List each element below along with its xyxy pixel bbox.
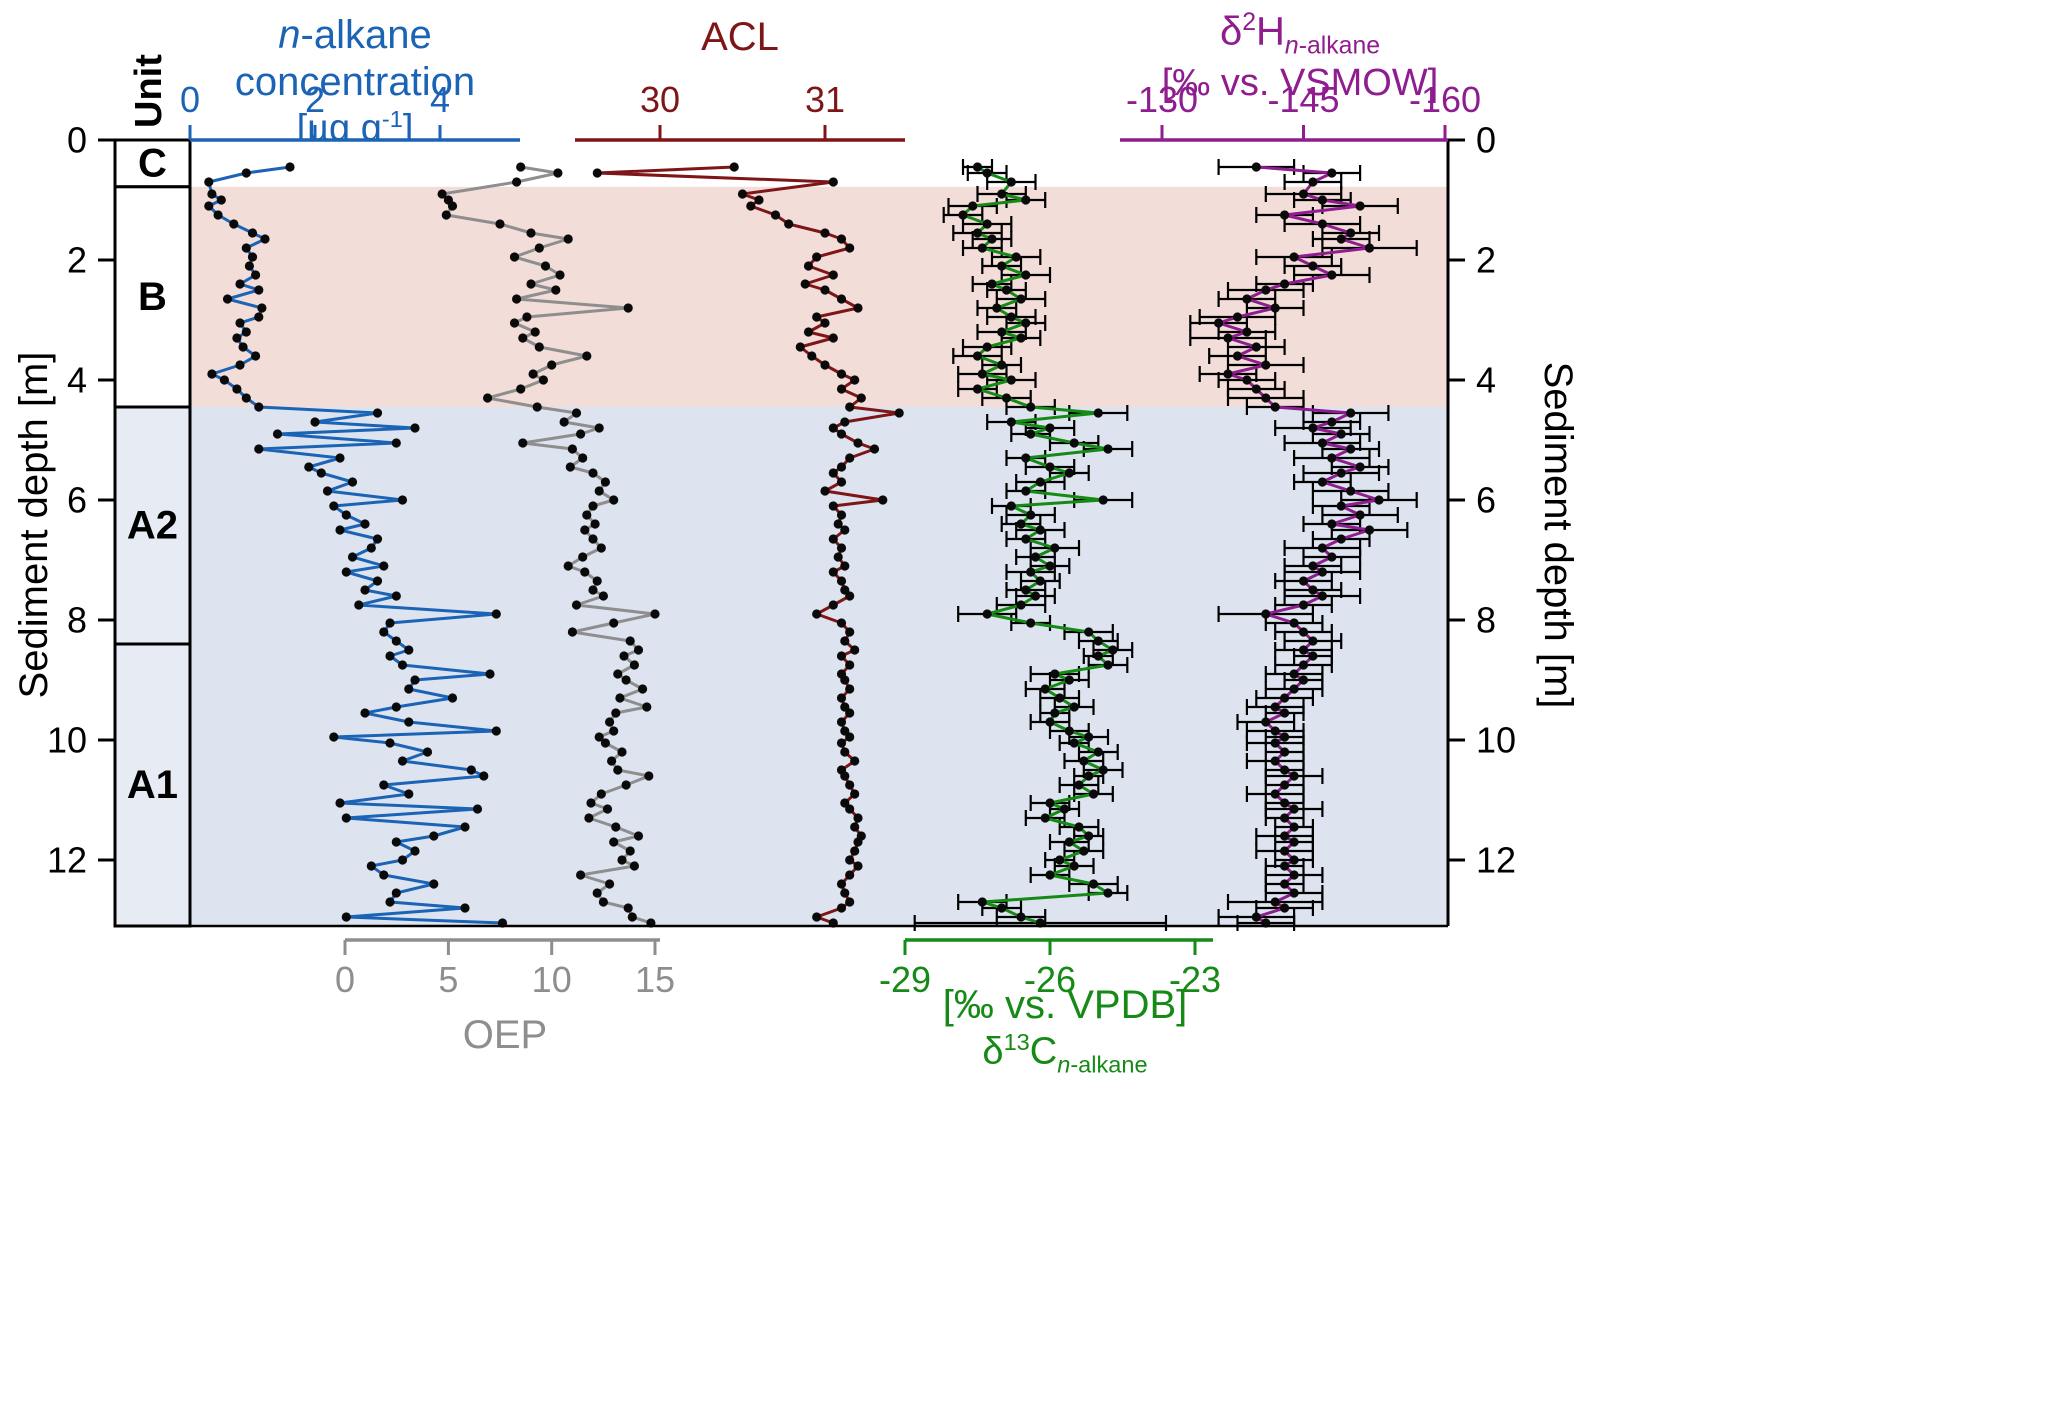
depth-axis-ticks: 0 0 2 2 4 4 6 6 8 8 10 10 12 12 (47, 120, 1516, 881)
axis-tick-conc: 0 (180, 79, 200, 120)
axis-tick-d13c: -29 (879, 959, 931, 1000)
d13c-axis-title-line1: [‰ vs. VPDB] (942, 983, 1188, 1027)
d2h-axis-title-line2: [‰ vs. VSMOW] (1161, 61, 1439, 104)
series-oep (437, 162, 660, 928)
conc-axis-title: n-alkane concentration [µg g-1] (160, 12, 550, 152)
depth-tick-left: 6 (67, 480, 87, 521)
axis-tick-oep: 10 (532, 959, 572, 1000)
axis-tick-conc: 4 (430, 79, 450, 120)
series-line-d2h (1217, 165, 1381, 925)
depth-tick-left: 10 (47, 720, 87, 761)
series-acl (592, 162, 904, 928)
axis-tick-oep: 0 (335, 959, 355, 1000)
unit-label-A2: A2 (127, 504, 178, 548)
depth-tick-right: 0 (1476, 120, 1496, 161)
series-d2h (1189, 159, 1418, 931)
depth-tick-left: 8 (67, 600, 87, 641)
oep-axis-title-text: OEP (462, 1013, 548, 1057)
axis-tick-d2h: -160 (1409, 79, 1481, 120)
axis-tick-acl: 30 (640, 79, 680, 120)
depth-tick-right: 4 (1476, 360, 1496, 401)
depth-tick-left: 12 (47, 840, 87, 881)
axis-tick-d13c: -26 (1024, 959, 1076, 1000)
unit-column: C B A2 A1 (113, 138, 192, 928)
series-line-d13c (961, 165, 1115, 925)
oep-axis-title: OEP (395, 1012, 615, 1059)
zone-band-C (190, 140, 1448, 187)
unit-label-B: B (138, 275, 167, 319)
series-line-acl (595, 165, 901, 925)
zone-band-B (190, 186, 1448, 407)
unit-label-C: C (138, 141, 167, 185)
unit-box-A1 (113, 642, 192, 928)
axis-tick-d2h: -130 (1126, 79, 1198, 120)
unit-box-B (113, 185, 192, 409)
depth-tick-right: 10 (1476, 720, 1516, 761)
series-conc (204, 162, 508, 928)
unit-box-A2 (113, 405, 192, 646)
unit-label-A1: A1 (127, 763, 178, 807)
depth-tick-left: 0 (67, 120, 87, 161)
depth-tick-right: 12 (1476, 840, 1516, 881)
axis-tick-d2h: -145 (1267, 79, 1339, 120)
axis-tick-oep: 5 (438, 959, 458, 1000)
series-line-oep (440, 165, 657, 925)
zone-band-A1 (190, 644, 1448, 926)
depth-tick-right: 6 (1476, 480, 1496, 521)
zone-band-A2 (190, 407, 1448, 644)
axis-tick-conc: 2 (305, 79, 325, 120)
series-d13c (913, 159, 1168, 931)
axis-tick-d13c: -23 (1169, 959, 1221, 1000)
value-axes: 0 2 4 0 5 10 15 30 31 -29 -26 -23 -130 -145 -160 (180, 79, 1481, 1000)
axis-tick-acl: 31 (805, 79, 845, 120)
conc-axis-title-line1: n-alkane concentration (234, 13, 476, 105)
depth-tick-right: 2 (1476, 240, 1496, 281)
acl-axis-title-text: ACL (701, 15, 779, 59)
series-line-conc (207, 165, 503, 925)
d13c-axis-title: [‰ vs. VPDB] δ13Cn-alkane (890, 982, 1240, 1079)
d2h-axis-title: δ2Hn-alkane [‰ vs. VSMOW] (1115, 8, 1485, 105)
acl-axis-title: ACL (640, 14, 840, 61)
unit-box-C (113, 138, 192, 189)
axis-tick-oep: 15 (635, 959, 675, 1000)
d13c-axis-title-line2: δ13Cn-alkane (982, 1029, 1148, 1078)
depth-tick-right: 8 (1476, 600, 1496, 641)
depth-tick-left: 2 (67, 240, 87, 281)
depth-tick-left: 4 (67, 360, 87, 401)
d2h-axis-title-line1: δ2Hn-alkane (1219, 9, 1381, 60)
